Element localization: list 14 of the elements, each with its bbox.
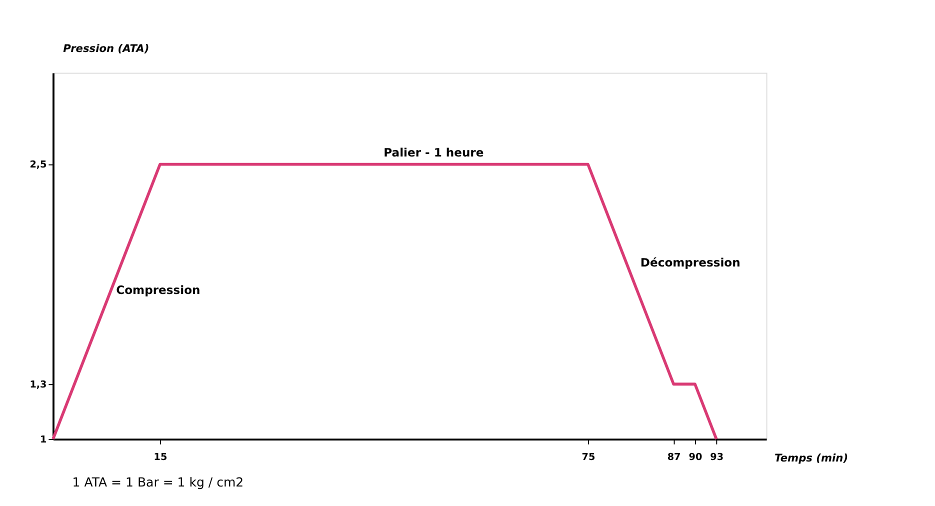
- x-tick-label: 75: [582, 452, 596, 463]
- x-tick-label: 93: [710, 452, 724, 463]
- y-axis-title: Pression (ATA): [63, 43, 150, 56]
- y-tick-label: 1: [40, 434, 48, 446]
- x-axis-title: Temps (min): [774, 452, 848, 465]
- text: 1 ATA = 1 Bar = 1 kg / cm2: [72, 474, 244, 490]
- x-tick-label: 15: [154, 452, 168, 463]
- x-tick-label: 90: [688, 452, 702, 463]
- annotation: Palier - 1 heure: [384, 146, 484, 160]
- annotation: Décompression: [640, 256, 740, 270]
- y-tick-label: 1,3: [30, 380, 47, 391]
- y-tick-label: 2,5: [30, 160, 48, 171]
- annotation: Compression: [116, 283, 200, 298]
- x-tick-label: 87: [667, 452, 681, 463]
